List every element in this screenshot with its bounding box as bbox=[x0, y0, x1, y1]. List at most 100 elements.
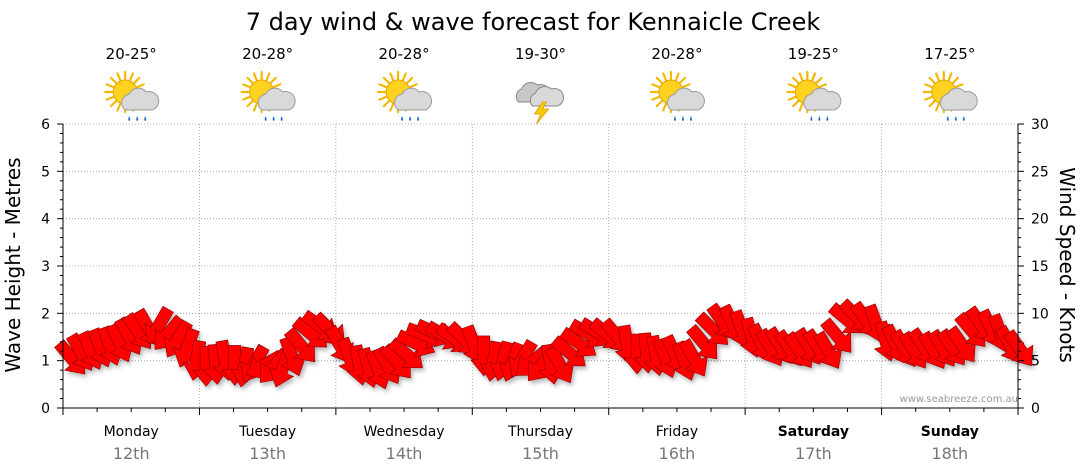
sun-ray bbox=[679, 76, 687, 84]
grid bbox=[63, 123, 1018, 408]
wind-arrow bbox=[820, 317, 852, 353]
cloud bbox=[803, 87, 842, 111]
sun-ray bbox=[272, 83, 282, 89]
wind-arrow bbox=[813, 330, 843, 369]
sun-ray bbox=[787, 95, 797, 101]
y-tick-label-right: 5 bbox=[1031, 354, 1040, 370]
day-date-label: 12th bbox=[113, 444, 150, 463]
raindrop bbox=[818, 116, 821, 121]
y-tick-label-right: 25 bbox=[1031, 164, 1049, 180]
wind-arrow bbox=[387, 337, 423, 369]
y-tick-label-left: 1 bbox=[41, 354, 50, 370]
sun-ray bbox=[252, 72, 258, 82]
raindrop bbox=[681, 116, 684, 121]
day-name-label: Monday bbox=[104, 424, 159, 440]
raindrop bbox=[264, 116, 267, 121]
y-tick-label-right: 30 bbox=[1031, 117, 1049, 133]
raindrop bbox=[280, 116, 283, 121]
cloud bbox=[529, 85, 564, 107]
axes: 0 1 2 3 4 5 6 0 5 10 15 20 25 30 bbox=[41, 117, 1049, 417]
raindrop bbox=[409, 116, 412, 121]
sun-ray bbox=[792, 76, 800, 84]
cloud bbox=[939, 87, 978, 111]
raindrop bbox=[144, 116, 147, 121]
y-axis-label-left: Wave Height - Metres bbox=[1, 157, 25, 372]
y-tick-label-left: 0 bbox=[41, 401, 50, 417]
raindrop bbox=[401, 116, 404, 121]
day-name-label: Wednesday bbox=[364, 424, 445, 440]
y-tick-label-right: 10 bbox=[1031, 306, 1049, 322]
sun-cloud-rain-icon bbox=[649, 70, 705, 121]
raindrop bbox=[417, 116, 420, 121]
sun-ray bbox=[798, 72, 804, 82]
sun-ray bbox=[242, 95, 251, 101]
sun-ray bbox=[129, 72, 134, 82]
sun-ray bbox=[401, 72, 407, 82]
sun-cloud-rain-icon bbox=[240, 70, 296, 121]
wind-arrow bbox=[550, 335, 586, 367]
day-name-label: Saturday bbox=[778, 424, 849, 440]
sun-ray bbox=[252, 102, 258, 112]
day-name-label: Sunday bbox=[921, 424, 979, 440]
y-tick-label-left: 4 bbox=[41, 212, 50, 228]
raindrop bbox=[826, 116, 829, 121]
raindrop bbox=[136, 116, 139, 121]
sun-ray bbox=[935, 72, 940, 82]
day-temperature: 20-28° bbox=[242, 45, 293, 63]
y-tick-label-right: 20 bbox=[1031, 212, 1049, 228]
day-date-label: 18th bbox=[931, 444, 968, 463]
raindrop bbox=[128, 116, 131, 121]
wind-arrow bbox=[678, 338, 708, 377]
sun-ray bbox=[378, 83, 388, 89]
sun-ray bbox=[382, 76, 390, 84]
y-tick-label-right: 15 bbox=[1031, 259, 1049, 275]
chart-title: 7 day wind & wave forecast for Kennaicle… bbox=[246, 8, 821, 36]
sun-ray bbox=[269, 76, 277, 84]
sun-ray bbox=[954, 83, 964, 89]
sun-ray bbox=[928, 100, 936, 108]
sun-ray bbox=[815, 76, 823, 84]
day-temperature: 20-28° bbox=[651, 45, 702, 63]
sun-ray bbox=[382, 100, 390, 108]
sun-ray bbox=[109, 100, 118, 108]
sun-ray bbox=[246, 100, 254, 108]
sun-ray bbox=[133, 76, 141, 84]
sun-ray bbox=[116, 102, 122, 112]
sun-ray bbox=[951, 76, 960, 84]
day-temperature: 20-25° bbox=[106, 45, 157, 63]
sun-ray bbox=[651, 83, 661, 89]
y-axis-label-right: Wind Speed - Knots bbox=[1055, 167, 1079, 363]
day-temperature: 19-30° bbox=[515, 45, 566, 63]
sun-ray bbox=[378, 95, 388, 101]
sun-ray bbox=[105, 95, 115, 101]
sun-cloud-rain-icon bbox=[786, 70, 842, 121]
sun-ray bbox=[655, 76, 663, 84]
day-date-label: 16th bbox=[659, 444, 696, 463]
day-name-label: Thursday bbox=[507, 424, 573, 440]
sun-ray bbox=[811, 72, 817, 82]
sun-ray bbox=[406, 76, 414, 84]
raindrop bbox=[673, 116, 676, 121]
sun-ray bbox=[265, 72, 271, 82]
raindrop bbox=[962, 116, 965, 121]
sun-ray bbox=[389, 72, 395, 82]
y-tick-label-right: 0 bbox=[1031, 401, 1040, 417]
sun-ray bbox=[787, 83, 797, 89]
sun-ray bbox=[674, 72, 680, 82]
sun-cloud-rain-icon bbox=[104, 70, 160, 121]
day-date-label: 13th bbox=[249, 444, 286, 463]
raindrop bbox=[946, 116, 949, 121]
raindrop bbox=[689, 116, 692, 121]
y-tick-label-left: 5 bbox=[41, 164, 50, 180]
sun-ray bbox=[662, 72, 668, 82]
raindrop bbox=[272, 116, 275, 121]
sun-ray bbox=[681, 83, 691, 89]
day-name-label: Friday bbox=[656, 424, 698, 440]
watermark: www.seabreeze.com.au bbox=[900, 394, 1018, 405]
cloud bbox=[394, 87, 433, 111]
forecast-days: 20-25° Monday 12th 20-28° Tuesday 13th 20-28° W… bbox=[104, 45, 979, 463]
sun-cloud-rain-icon bbox=[922, 70, 978, 121]
cloud bbox=[121, 87, 160, 111]
sun-ray bbox=[651, 95, 661, 101]
